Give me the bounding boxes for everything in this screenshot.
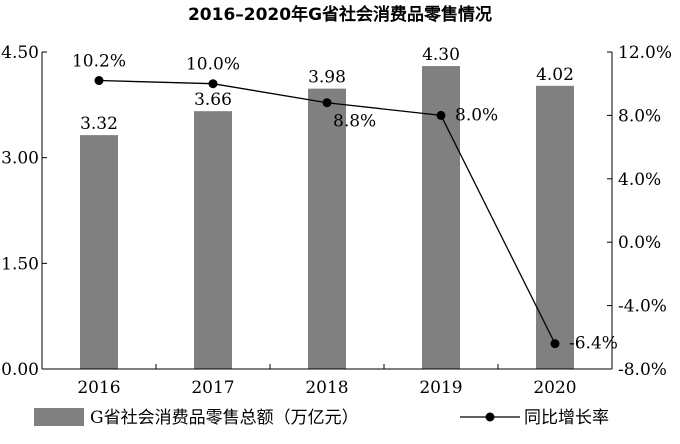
bar-2016 [80, 135, 118, 369]
growth-label-2016: 10.2% [72, 52, 126, 72]
x-tick-label-2017: 2017 [191, 378, 234, 398]
line-group: 10.2% 10.0% 8.8% 8.0% -6.4% [72, 52, 618, 354]
y-right-tick-label: 12.0% [618, 43, 672, 63]
bar-2020 [536, 85, 574, 370]
y-right-tick-label: -4.0% [618, 297, 667, 317]
growth-label-2020: -6.4% [569, 334, 618, 354]
y-right-tick-label: 4.0% [618, 170, 661, 190]
growth-label-2018: 8.8% [333, 112, 376, 132]
growth-label-2017: 10.0% [186, 55, 240, 75]
bar-label-2020: 4.02 [536, 65, 574, 85]
legend: G省社会消费品零售总额（万亿元） 同比增长率 [34, 408, 609, 428]
growth-point-2017 [208, 79, 218, 89]
y-right-tick-label: -8.0% [618, 360, 667, 380]
axes-group: 0.00 1.50 3.00 4.50 12.0% 8.0% 4.0% 0.0% -4.0% -8… [1, 43, 672, 398]
bar-label-2016: 3.32 [80, 114, 118, 134]
legend-bar-label: G省社会消费品零售总额（万亿元） [90, 408, 359, 428]
bar-2017 [194, 111, 232, 369]
bar-label-2019: 4.30 [422, 45, 460, 65]
x-tick-label-2020: 2020 [533, 378, 576, 398]
chart-title: 2016–2020年G省社会消费品零售情况 [188, 4, 492, 25]
x-tick-label-2018: 2018 [305, 378, 348, 398]
growth-point-2016 [94, 76, 104, 86]
bar-2018 [308, 88, 346, 370]
bar-label-2018: 3.98 [308, 68, 346, 88]
bar-label-2017: 3.66 [194, 90, 232, 110]
y-right-tick-label: 0.0% [618, 233, 661, 253]
growth-point-2018 [322, 98, 332, 108]
x-tick-label-2019: 2019 [419, 378, 462, 398]
y-left-tick-label: 3.00 [1, 149, 39, 169]
growth-point-2020 [550, 339, 560, 349]
bars-group: 3.32 3.66 3.98 4.30 4.02 [80, 45, 574, 370]
legend-bar-swatch [34, 408, 84, 426]
growth-point-2019 [436, 110, 446, 120]
legend-line-label: 同比增长率 [524, 408, 609, 428]
legend-line-marker [485, 412, 495, 422]
y-right-tick-label: 8.0% [618, 106, 661, 126]
x-tick-label-2016: 2016 [77, 378, 120, 398]
y-left-tick-label: 1.50 [1, 254, 39, 274]
y-left-tick-label: 0.00 [1, 360, 39, 380]
y-left-tick-label: 4.50 [1, 43, 39, 63]
growth-label-2019: 8.0% [455, 105, 498, 125]
